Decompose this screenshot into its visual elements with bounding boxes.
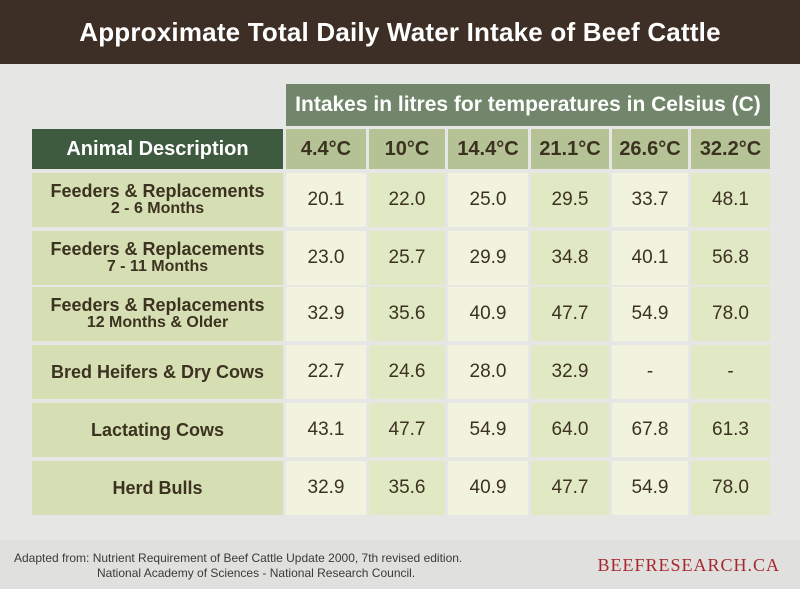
row-label-sub: 2 - 6 Months xyxy=(110,200,205,218)
row-label-main: Lactating Cows xyxy=(90,419,224,440)
temp-column-header: 14.4°C xyxy=(448,129,528,169)
row-label: Feeders & Replacements 2 - 6 Months xyxy=(32,173,283,227)
data-cell: 78.0 xyxy=(691,287,770,341)
row-label: Feeders & Replacements 12 Months & Older xyxy=(32,287,283,341)
data-cell: 54.9 xyxy=(612,287,688,341)
temp-column-header: 10°C xyxy=(369,129,445,169)
data-cell: 35.6 xyxy=(369,287,445,341)
data-cell: 28.0 xyxy=(448,345,528,399)
row-label-sub: 7 - 11 Months xyxy=(106,258,209,276)
data-cell: 22.7 xyxy=(286,345,366,399)
data-cell: 40.9 xyxy=(448,287,528,341)
data-cell: 35.6 xyxy=(369,461,445,515)
temp-column-header: 21.1°C xyxy=(531,129,609,169)
data-cell: 25.7 xyxy=(369,231,445,285)
data-cell: 40.1 xyxy=(612,231,688,285)
row-label-main: Feeders & Replacements xyxy=(50,295,265,316)
row-label-main: Feeders & Replacements xyxy=(50,181,265,202)
data-cell: 54.9 xyxy=(448,403,528,457)
data-cell: 24.6 xyxy=(369,345,445,399)
row-label-sub: 12 Months & Older xyxy=(86,314,229,332)
data-cell: 43.1 xyxy=(286,403,366,457)
row-label: Lactating Cows xyxy=(32,403,283,457)
row-label: Herd Bulls xyxy=(32,461,283,515)
data-cell: - xyxy=(612,345,688,399)
source-line-2: National Academy of Sciences - National … xyxy=(97,566,416,580)
data-cell: 40.9 xyxy=(448,461,528,515)
data-cell: 25.0 xyxy=(448,173,528,227)
row-label-main: Herd Bulls xyxy=(112,477,203,498)
water-intake-table: Intakes in litres for temperatures in Ce… xyxy=(32,84,770,518)
data-cell: 29.9 xyxy=(448,231,528,285)
data-cell: 56.8 xyxy=(691,231,770,285)
intakes-group-header: Intakes in litres for temperatures in Ce… xyxy=(286,84,770,126)
data-cell: 54.9 xyxy=(612,461,688,515)
data-cell: 64.0 xyxy=(531,403,609,457)
animal-description-header: Animal Description xyxy=(32,129,283,169)
footer xyxy=(0,540,800,589)
data-cell: 47.7 xyxy=(531,461,609,515)
temp-column-header: 26.6°C xyxy=(612,129,688,169)
data-cell: 32.9 xyxy=(286,287,366,341)
data-cell: 48.1 xyxy=(691,173,770,227)
data-cell: 23.0 xyxy=(286,231,366,285)
row-label-main: Bred Heifers & Dry Cows xyxy=(50,361,265,382)
row-label-main: Feeders & Replacements xyxy=(50,239,265,260)
page-title: Approximate Total Daily Water Intake of … xyxy=(0,0,800,64)
data-cell: 47.7 xyxy=(369,403,445,457)
source-line-1: Adapted from: Nutrient Requirement of Be… xyxy=(14,551,463,565)
row-label: Bred Heifers & Dry Cows xyxy=(32,345,283,399)
data-cell: 32.9 xyxy=(531,345,609,399)
temp-column-header: 32.2°C xyxy=(691,129,770,169)
data-cell: 78.0 xyxy=(691,461,770,515)
temp-column-header: 4.4°C xyxy=(286,129,366,169)
data-cell: 61.3 xyxy=(691,403,770,457)
data-cell: 20.1 xyxy=(286,173,366,227)
brand-link[interactable]: BEEFRESEARCH.CA xyxy=(597,555,780,575)
data-cell: 22.0 xyxy=(369,173,445,227)
data-cell: 67.8 xyxy=(612,403,688,457)
data-cell: 33.7 xyxy=(612,173,688,227)
data-cell: 29.5 xyxy=(531,173,609,227)
data-cell: 47.7 xyxy=(531,287,609,341)
data-cell: 34.8 xyxy=(531,231,609,285)
data-cell: - xyxy=(691,345,770,399)
row-label: Feeders & Replacements 7 - 11 Months xyxy=(32,231,283,285)
source-citation: Adapted from: Nutrient Requirement of Be… xyxy=(14,551,462,581)
data-cell: 32.9 xyxy=(286,461,366,515)
